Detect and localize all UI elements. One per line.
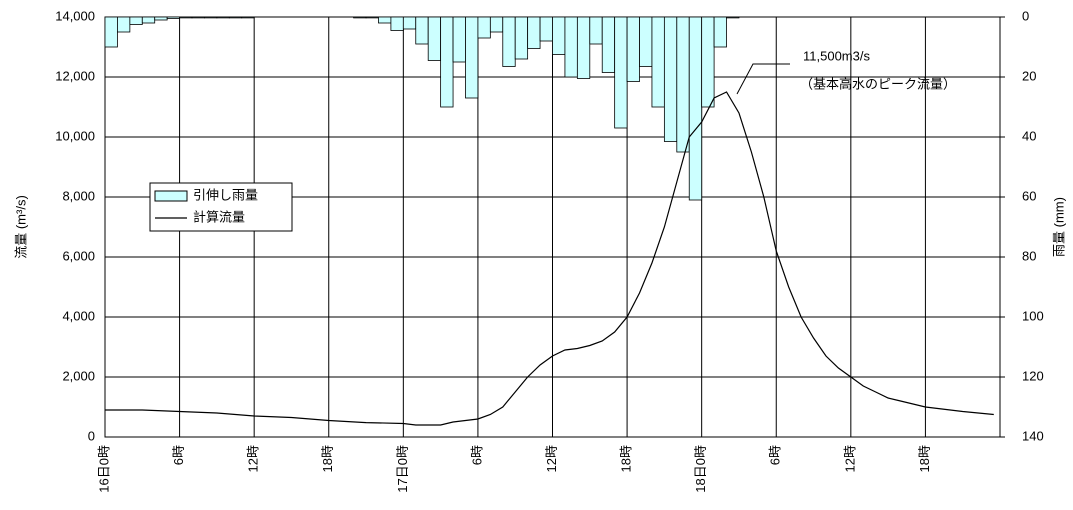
- y-tick-label: 2,000: [62, 368, 95, 383]
- annotation-leader: [736, 63, 790, 95]
- annotation: 11,500m3/s: [803, 48, 870, 63]
- rain-bar: [204, 16, 218, 19]
- y-tick-label: 0: [88, 428, 95, 443]
- rain-bar: [701, 16, 715, 108]
- rain-bar: [104, 16, 118, 48]
- rain-bar: [639, 16, 653, 67]
- x-tick-label: 18時: [619, 445, 634, 472]
- y2-tick-label: 80: [1022, 248, 1036, 263]
- rain-bar: [502, 16, 516, 67]
- rain-bar: [726, 16, 740, 19]
- flow-line: [105, 91, 994, 426]
- rain-bar: [228, 16, 243, 19]
- rain-bar: [688, 16, 703, 201]
- y2-tick-label: 40: [1022, 128, 1036, 143]
- x-tick-label: 16日0時: [96, 445, 111, 493]
- y-tick-label: 8,000: [62, 188, 95, 203]
- rain-bar: [676, 16, 690, 153]
- rain-bar: [564, 16, 578, 78]
- rain-bar: [589, 16, 603, 45]
- rain-bar: [117, 16, 131, 33]
- y2-tick-label: 140: [1022, 428, 1044, 443]
- rain-bar: [191, 16, 205, 19]
- x-tick-label: 18時: [917, 445, 932, 472]
- rain-bar: [713, 16, 727, 48]
- y2-axis-label: 雨量 (mm): [1051, 197, 1066, 257]
- rain-bar: [166, 16, 180, 19]
- y-tick-label: 4,000: [62, 308, 95, 323]
- rain-bar: [527, 16, 541, 49]
- rain-bar: [427, 16, 442, 61]
- rain-bar: [216, 16, 230, 19]
- x-tick-label: 18時: [320, 445, 335, 472]
- rain-bar: [452, 16, 466, 63]
- y2-tick-label: 100: [1022, 308, 1044, 323]
- x-tick-label: 6時: [768, 445, 783, 465]
- legend-label: 引伸し雨量: [193, 187, 258, 202]
- y-tick-label: 12,000: [55, 68, 95, 83]
- rain-bar: [129, 16, 143, 25]
- rain-bar: [477, 16, 491, 39]
- rain-bar: [626, 16, 640, 82]
- y-tick-label: 10,000: [55, 128, 95, 143]
- rain-bar: [601, 16, 616, 73]
- rain-bar: [378, 16, 392, 24]
- x-tick-label: 12時: [842, 445, 857, 472]
- rain-bar: [241, 16, 255, 19]
- rain-bar: [539, 16, 553, 42]
- x-tick-label: 18日0時: [693, 445, 708, 493]
- y2-tick-label: 20: [1022, 68, 1036, 83]
- rain-bar: [552, 16, 566, 55]
- y-tick-label: 14,000: [55, 8, 95, 23]
- legend-swatch: [154, 190, 188, 202]
- rain-bar: [179, 16, 193, 19]
- rain-bar: [390, 16, 404, 31]
- rain-bar: [402, 16, 417, 30]
- y2-tick-label: 60: [1022, 188, 1036, 203]
- x-tick-label: 6時: [171, 445, 186, 465]
- rain-bar: [365, 16, 379, 19]
- rain-bar: [576, 16, 591, 79]
- x-tick-label: 17日0時: [395, 445, 410, 493]
- x-tick-label: 12時: [544, 445, 559, 472]
- rain-bar: [415, 16, 429, 45]
- y2-tick-label: 0: [1022, 8, 1029, 23]
- rain-bar: [353, 16, 367, 19]
- rain-bar: [154, 16, 168, 21]
- rain-bar: [440, 16, 454, 108]
- y2-tick-label: 120: [1022, 368, 1044, 383]
- rain-bar: [614, 16, 628, 129]
- rain-bar: [465, 16, 479, 99]
- y-tick-label: 6,000: [62, 248, 95, 263]
- rain-bar: [489, 16, 504, 33]
- rain-bar: [514, 16, 529, 60]
- x-tick-label: 12時: [246, 445, 261, 472]
- grid: [104, 16, 1000, 438]
- legend-label: 計算流量: [193, 209, 245, 224]
- y-axis-label: 流量 (m³/s): [13, 195, 28, 259]
- annotation: （基本高水のピーク流量）: [800, 76, 956, 91]
- x-tick-label: 6時: [469, 445, 484, 465]
- rain-bar: [663, 16, 678, 142]
- rain-bar: [141, 16, 156, 24]
- rain-bar: [651, 16, 665, 108]
